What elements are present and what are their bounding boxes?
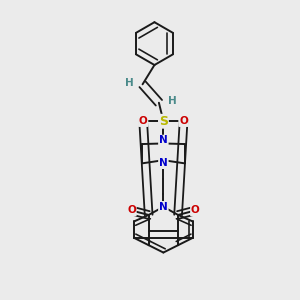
Text: H: H	[168, 96, 176, 106]
Text: H: H	[168, 96, 176, 106]
Text: N: N	[159, 158, 168, 168]
Text: N: N	[159, 136, 168, 146]
Text: O: O	[191, 206, 200, 215]
Text: O: O	[179, 116, 188, 126]
Text: H: H	[125, 78, 134, 88]
Text: O: O	[179, 116, 188, 126]
Text: N: N	[159, 202, 168, 212]
Text: S: S	[159, 115, 168, 128]
Text: O: O	[191, 206, 200, 215]
Text: N: N	[159, 158, 168, 168]
Text: N: N	[159, 202, 168, 212]
Text: O: O	[127, 206, 136, 215]
Text: H: H	[125, 78, 134, 88]
Text: O: O	[139, 116, 148, 126]
Text: S: S	[159, 115, 168, 128]
Text: O: O	[127, 206, 136, 215]
Text: O: O	[139, 116, 148, 126]
Text: N: N	[159, 136, 168, 146]
